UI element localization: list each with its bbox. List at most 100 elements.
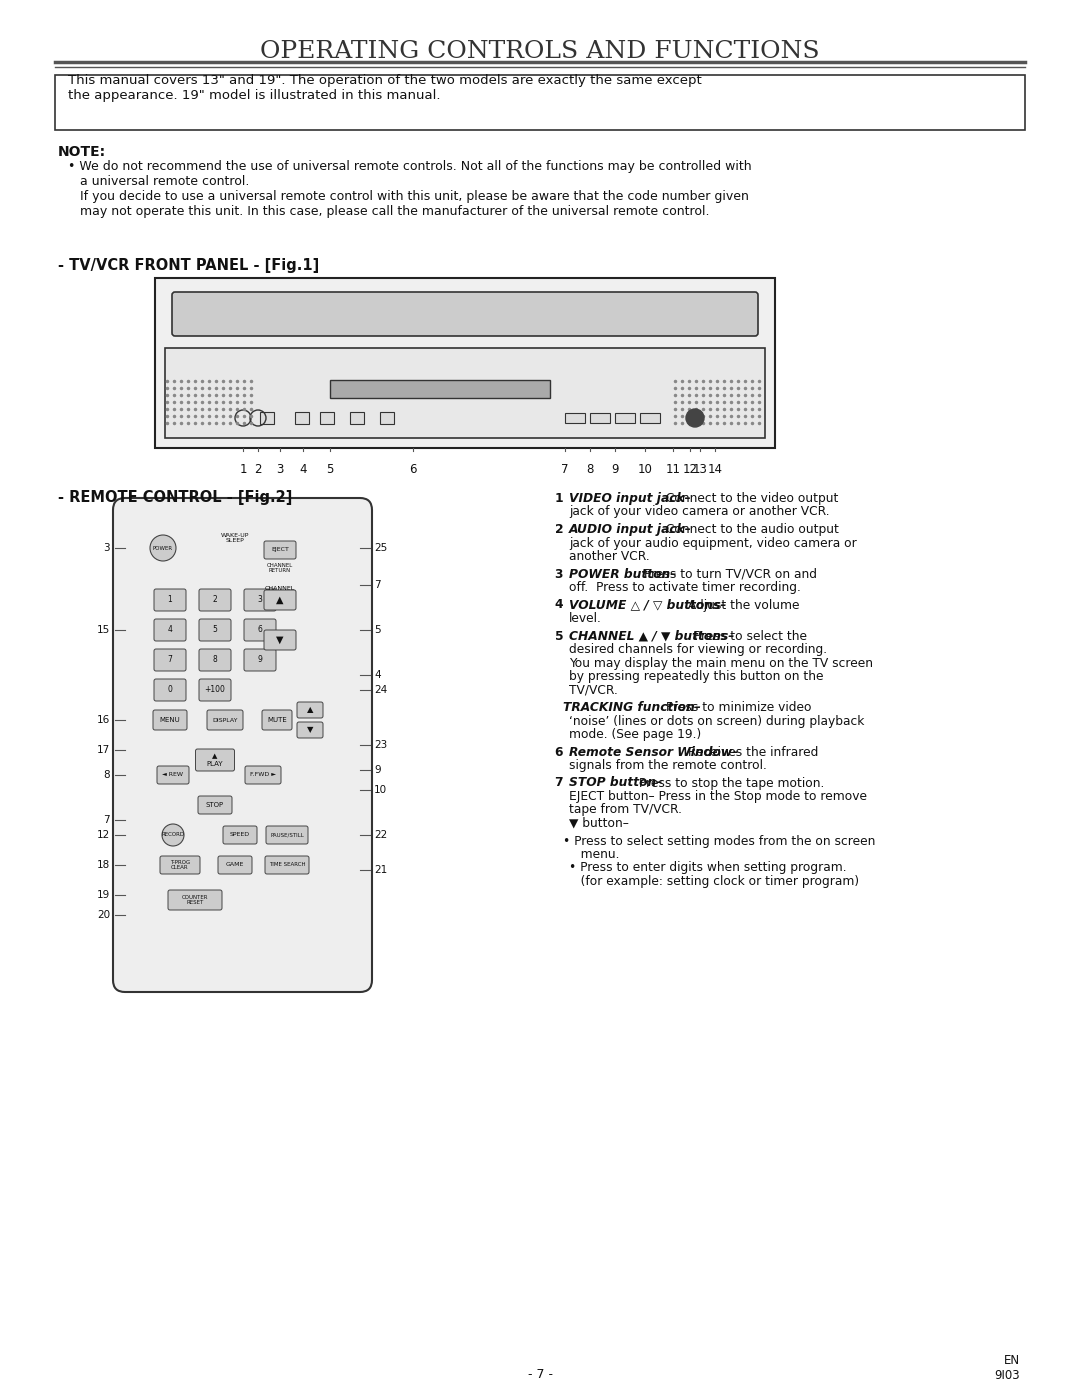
Bar bbox=[565, 414, 585, 423]
Text: SPEED: SPEED bbox=[230, 833, 251, 837]
FancyBboxPatch shape bbox=[172, 292, 758, 337]
Text: MENU: MENU bbox=[160, 717, 180, 724]
Text: 13: 13 bbox=[692, 462, 707, 476]
Text: 5: 5 bbox=[326, 462, 334, 476]
Text: 6: 6 bbox=[409, 462, 417, 476]
FancyBboxPatch shape bbox=[154, 679, 186, 701]
Text: F.FWD ►: F.FWD ► bbox=[249, 773, 276, 778]
FancyBboxPatch shape bbox=[264, 590, 296, 610]
Text: Press to select the: Press to select the bbox=[690, 630, 807, 643]
Text: ▲
PLAY: ▲ PLAY bbox=[206, 753, 224, 767]
FancyBboxPatch shape bbox=[199, 590, 231, 610]
Text: ▼: ▼ bbox=[307, 725, 313, 735]
Text: VOLUME △ / ▽ buttons–: VOLUME △ / ▽ buttons– bbox=[569, 598, 727, 612]
Text: 12: 12 bbox=[97, 830, 110, 840]
Text: Receives the infrared: Receives the infrared bbox=[685, 746, 819, 759]
Text: 8: 8 bbox=[104, 770, 110, 780]
Text: 2: 2 bbox=[213, 595, 217, 605]
Text: 15: 15 bbox=[97, 624, 110, 636]
FancyBboxPatch shape bbox=[168, 890, 222, 909]
Text: 4: 4 bbox=[299, 462, 307, 476]
Text: another VCR.: another VCR. bbox=[569, 550, 650, 563]
Text: GAME: GAME bbox=[226, 862, 244, 868]
Text: 5: 5 bbox=[555, 630, 568, 643]
FancyBboxPatch shape bbox=[266, 826, 308, 844]
Text: POWER button–: POWER button– bbox=[569, 567, 676, 581]
Text: COUNTER
RESET: COUNTER RESET bbox=[181, 894, 208, 905]
Text: 18: 18 bbox=[97, 861, 110, 870]
Text: DISPLAY: DISPLAY bbox=[213, 718, 238, 722]
Text: 2: 2 bbox=[555, 522, 568, 536]
Text: Adjust the volume: Adjust the volume bbox=[685, 598, 800, 612]
Text: 3: 3 bbox=[104, 543, 110, 553]
Text: 1: 1 bbox=[555, 492, 568, 504]
FancyBboxPatch shape bbox=[195, 749, 234, 771]
Text: 7: 7 bbox=[104, 814, 110, 826]
Text: 25: 25 bbox=[374, 543, 388, 553]
Text: • Press to select setting modes from the on screen: • Press to select setting modes from the… bbox=[563, 834, 876, 848]
Text: CHANNEL
RETURN: CHANNEL RETURN bbox=[267, 563, 293, 573]
Text: 3: 3 bbox=[257, 595, 262, 605]
Text: level.: level. bbox=[569, 612, 602, 624]
FancyBboxPatch shape bbox=[297, 722, 323, 738]
Text: 5: 5 bbox=[374, 624, 380, 636]
FancyBboxPatch shape bbox=[264, 630, 296, 650]
Text: Press to minimize video: Press to minimize video bbox=[662, 701, 811, 714]
FancyBboxPatch shape bbox=[244, 650, 276, 671]
Text: signals from the remote control.: signals from the remote control. bbox=[569, 759, 767, 773]
Text: ▲: ▲ bbox=[307, 705, 313, 714]
Text: 9: 9 bbox=[611, 462, 619, 476]
Text: STOP: STOP bbox=[206, 802, 224, 807]
Text: CHANNEL ▲ / ▼ buttons–: CHANNEL ▲ / ▼ buttons– bbox=[569, 630, 734, 643]
FancyBboxPatch shape bbox=[264, 541, 296, 559]
Circle shape bbox=[150, 535, 176, 562]
FancyBboxPatch shape bbox=[154, 619, 186, 641]
Text: 24: 24 bbox=[374, 685, 388, 694]
FancyBboxPatch shape bbox=[207, 710, 243, 731]
Text: 4: 4 bbox=[167, 626, 173, 634]
Circle shape bbox=[162, 824, 184, 847]
Text: STOP button–: STOP button– bbox=[569, 777, 662, 789]
Text: mode. (See page 19.): mode. (See page 19.) bbox=[569, 728, 701, 740]
Text: 6: 6 bbox=[555, 746, 568, 759]
Bar bbox=[295, 412, 309, 425]
Text: AUDIO input jack–: AUDIO input jack– bbox=[569, 522, 692, 536]
Text: Press to stop the tape motion.: Press to stop the tape motion. bbox=[635, 777, 824, 789]
Text: 7: 7 bbox=[555, 777, 568, 789]
Text: 22: 22 bbox=[374, 830, 388, 840]
Text: - TV/VCR FRONT PANEL - [Fig.1]: - TV/VCR FRONT PANEL - [Fig.1] bbox=[58, 258, 320, 272]
Text: 10: 10 bbox=[637, 462, 652, 476]
Text: You may display the main menu on the TV screen: You may display the main menu on the TV … bbox=[569, 657, 873, 669]
FancyBboxPatch shape bbox=[245, 766, 281, 784]
Text: 2: 2 bbox=[254, 462, 261, 476]
Circle shape bbox=[686, 409, 704, 427]
Text: 0: 0 bbox=[167, 686, 173, 694]
Text: 9: 9 bbox=[257, 655, 262, 665]
Text: Remote Sensor Window–: Remote Sensor Window– bbox=[569, 746, 739, 759]
Text: 11: 11 bbox=[665, 462, 680, 476]
Bar bbox=[590, 414, 610, 423]
Bar bbox=[640, 414, 660, 423]
Bar bbox=[320, 412, 334, 425]
Text: 17: 17 bbox=[97, 745, 110, 754]
Text: TRACKING function–: TRACKING function– bbox=[563, 701, 701, 714]
Text: RECORD: RECORD bbox=[161, 833, 185, 837]
FancyBboxPatch shape bbox=[244, 590, 276, 610]
Text: 21: 21 bbox=[374, 865, 388, 875]
Text: 20: 20 bbox=[97, 909, 110, 921]
Text: 3: 3 bbox=[276, 462, 284, 476]
FancyBboxPatch shape bbox=[154, 590, 186, 610]
Text: ▼ button–: ▼ button– bbox=[569, 817, 629, 830]
FancyBboxPatch shape bbox=[199, 679, 231, 701]
Text: 3: 3 bbox=[555, 567, 568, 581]
Text: • Press to enter digits when setting program.: • Press to enter digits when setting pro… bbox=[569, 862, 847, 875]
Text: off.  Press to activate timer recording.: off. Press to activate timer recording. bbox=[569, 581, 801, 594]
Bar bbox=[260, 412, 274, 425]
Bar bbox=[380, 412, 394, 425]
FancyBboxPatch shape bbox=[244, 619, 276, 641]
Text: • We do not recommend the use of universal remote controls. Not all of the funct: • We do not recommend the use of univers… bbox=[68, 161, 752, 218]
Text: (for example: setting clock or timer program): (for example: setting clock or timer pro… bbox=[569, 875, 859, 888]
Text: NOTE:: NOTE: bbox=[58, 145, 106, 159]
Text: 4: 4 bbox=[555, 598, 568, 612]
Text: TIME SEARCH: TIME SEARCH bbox=[269, 862, 306, 868]
